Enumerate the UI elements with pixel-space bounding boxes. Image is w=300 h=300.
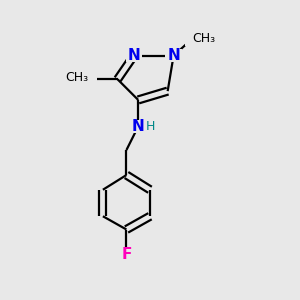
FancyBboxPatch shape [126, 49, 142, 62]
FancyBboxPatch shape [185, 33, 212, 46]
Text: F: F [121, 247, 132, 262]
FancyBboxPatch shape [166, 49, 182, 62]
Text: CH₃: CH₃ [193, 32, 216, 45]
FancyBboxPatch shape [118, 248, 134, 261]
Text: CH₃: CH₃ [65, 71, 88, 84]
Text: N: N [128, 48, 140, 63]
Text: N: N [132, 119, 145, 134]
FancyBboxPatch shape [128, 120, 155, 133]
FancyBboxPatch shape [68, 73, 97, 86]
Text: H: H [146, 120, 155, 133]
Text: N: N [167, 48, 180, 63]
